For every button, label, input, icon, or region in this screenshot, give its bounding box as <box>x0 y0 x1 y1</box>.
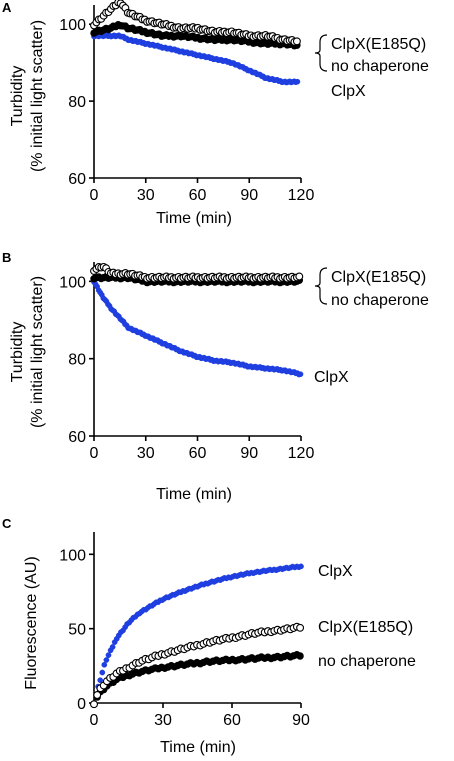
x-tick-label: 90 <box>240 445 258 462</box>
plot-area: 0 30 60 90 120 60 80 100 <box>59 262 314 462</box>
series-clpx-e185q <box>90 0 301 46</box>
x-axis-label: Time (min) <box>156 486 232 503</box>
y-axis-label-line2: (% initial light scatter) <box>29 20 46 172</box>
series-no-chaperone <box>90 21 301 50</box>
y-axis-label-line1: Turbidity <box>9 322 26 383</box>
y-axis-label: Fluorescence (AU) <box>23 556 40 689</box>
data-point-clpx <box>101 661 108 668</box>
legend-brace <box>314 34 328 72</box>
x-tick-label: 60 <box>223 712 241 729</box>
series-label-clpx: ClpX <box>331 83 366 100</box>
y-axis-label-line1: Turbidity <box>9 66 26 127</box>
data-point-clpx-e185q <box>296 623 305 632</box>
x-tick-label: 120 <box>288 187 315 204</box>
data-point-clpx <box>105 652 112 658</box>
y-tick-label: 100 <box>59 547 86 564</box>
y-tick-label: 80 <box>68 94 86 111</box>
series-clpx-e185q <box>90 622 305 709</box>
x-tick-label: 30 <box>137 445 155 462</box>
y-tick-label: 50 <box>68 622 86 639</box>
x-tick-label: 60 <box>189 187 207 204</box>
data-point-no-chaperone <box>296 652 304 660</box>
series-label-clpx: ClpX <box>318 563 353 580</box>
x-tick-label: 0 <box>90 445 99 462</box>
panel-a: A Turbidity (% initial light scatter) 0 3… <box>2 0 429 227</box>
data-point-clpx <box>297 371 304 378</box>
series-label-no-chaperone: no chaperone <box>331 58 429 75</box>
plot-area: 0 30 60 90 0 50 100 <box>59 532 310 729</box>
data-point-clpx-e185q <box>295 272 304 281</box>
panel-letter-a: A <box>2 0 12 15</box>
x-tick-label: 30 <box>154 712 172 729</box>
series-no-chaperone <box>90 650 304 708</box>
data-point-clpx <box>109 644 116 650</box>
y-tick-label: 100 <box>59 17 86 34</box>
x-axis-label: Time (min) <box>160 739 236 756</box>
y-tick-label: 100 <box>59 274 86 291</box>
series-label-clpx-e185q: ClpX(E185Q) <box>331 36 426 53</box>
series-clpx <box>91 563 304 707</box>
series-label-clpx-e185q: ClpX(E185Q) <box>331 269 426 286</box>
data-point-clpx-e185q <box>90 700 98 709</box>
x-tick-label: 0 <box>90 187 99 204</box>
x-tick-label: 90 <box>292 712 310 729</box>
panel-b: B Turbidity (% initial light scatter) 0 3… <box>2 250 429 503</box>
y-axis-label-line2: (% initial light scatter) <box>29 276 46 428</box>
data-point-clpx <box>298 563 304 570</box>
x-tick-label: 60 <box>189 445 207 462</box>
y-tick-label: 60 <box>68 171 86 188</box>
data-point-clpx <box>97 677 104 684</box>
x-tick-label: 90 <box>240 187 258 204</box>
legend-brace <box>314 267 328 305</box>
x-tick-label: 120 <box>288 445 315 462</box>
series-clpx-e185q <box>90 262 304 283</box>
y-tick-label: 60 <box>68 429 86 446</box>
data-point-clpx <box>103 657 110 663</box>
panel-letter-c: C <box>2 516 12 531</box>
x-tick-label: 30 <box>137 187 155 204</box>
y-tick-label: 80 <box>68 352 86 369</box>
x-tick-label: 0 <box>90 712 99 729</box>
x-axis-label: Time (min) <box>156 210 232 227</box>
series-label-no-chaperone: no chaperone <box>318 653 416 670</box>
series-label-clpx: ClpX <box>314 369 349 386</box>
data-point-clpx <box>294 78 301 85</box>
series-label-no-chaperone: no chaperone <box>331 292 429 309</box>
data-point-clpx-e185q <box>93 691 102 699</box>
panel-c: C Fluorescence (AU) 0 30 60 90 0 50 100 Time (… <box>2 516 416 756</box>
panel-letter-b: B <box>2 250 11 265</box>
series-clpx <box>91 279 304 378</box>
data-point-clpx <box>99 669 106 676</box>
series-label-clpx-e185q: ClpX(E185Q) <box>318 619 413 636</box>
data-point-clpx-e185q <box>292 37 301 46</box>
y-tick-label: 0 <box>77 696 86 713</box>
plot-area: 0 30 60 90 120 60 80 100 <box>59 0 314 204</box>
